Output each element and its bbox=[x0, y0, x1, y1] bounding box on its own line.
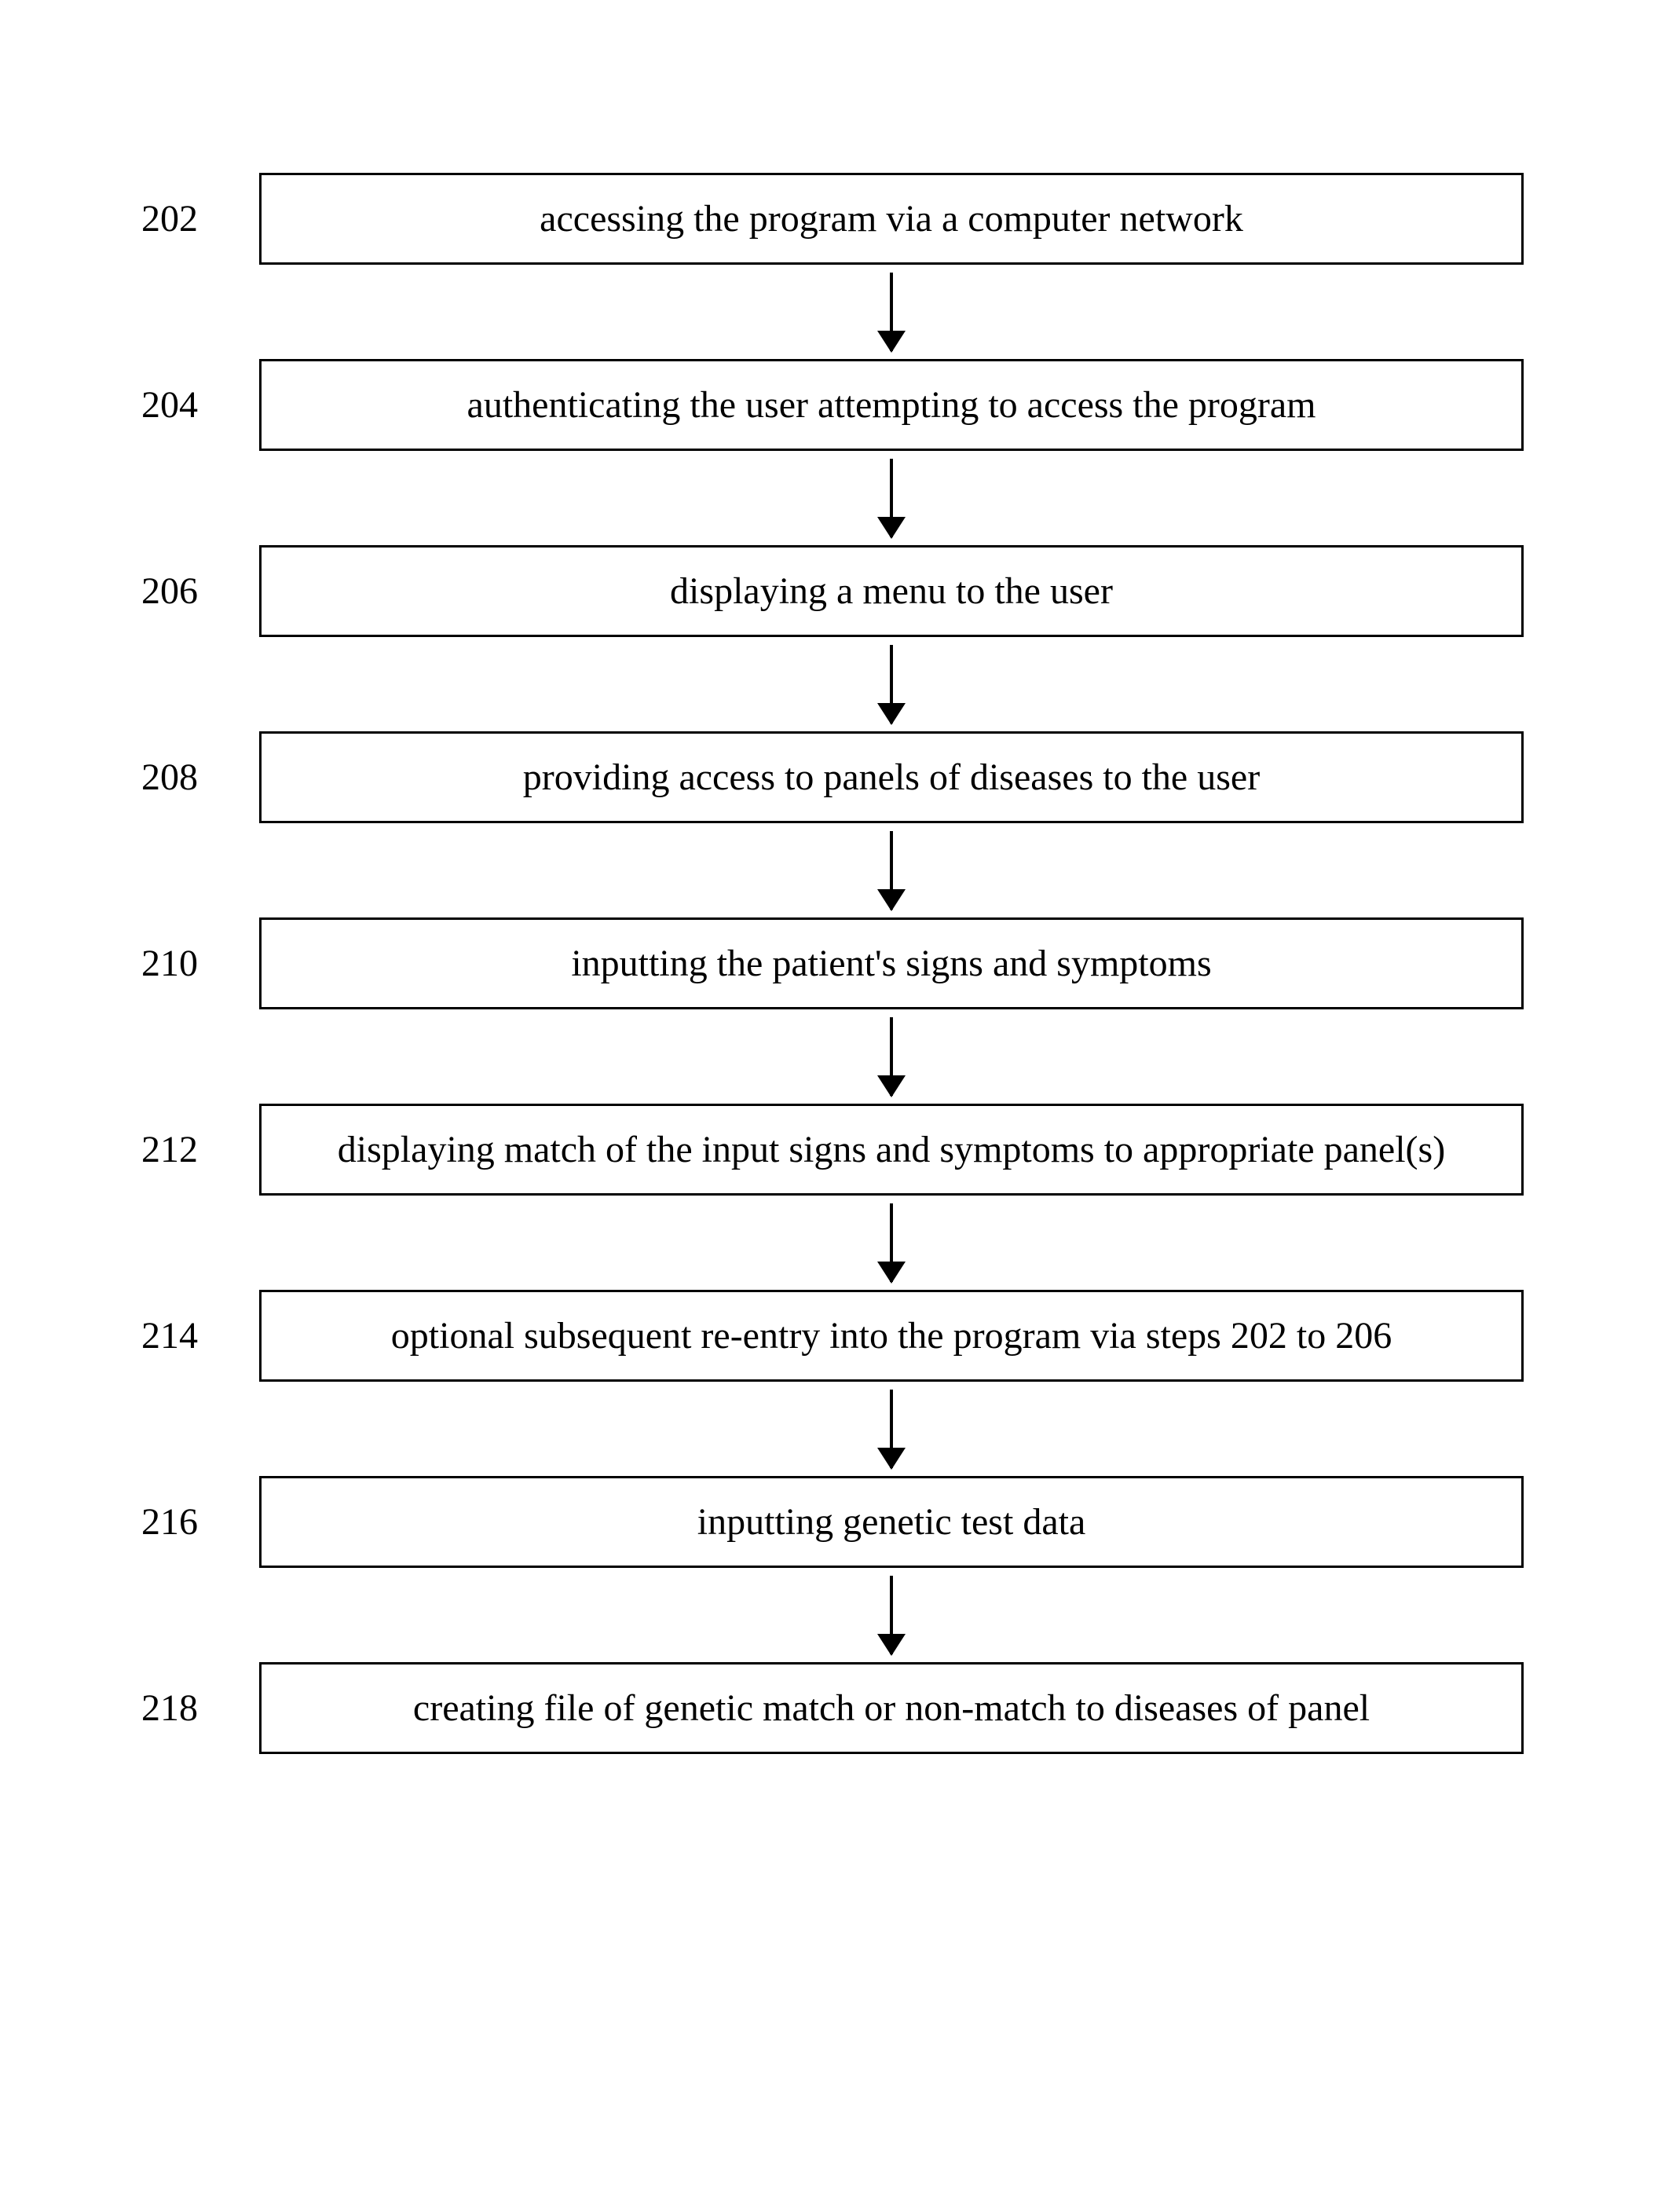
arrow-down bbox=[141, 265, 1524, 359]
step-box: accessing the program via a computer net… bbox=[259, 173, 1524, 265]
flow-step: 212 displaying match of the input signs … bbox=[141, 1104, 1524, 1196]
arrow-down bbox=[141, 1009, 1524, 1104]
step-number: 202 bbox=[141, 197, 259, 240]
step-number: 214 bbox=[141, 1314, 259, 1357]
step-box: inputting genetic test data bbox=[259, 1476, 1524, 1568]
step-box: inputting the patient's signs and sympto… bbox=[259, 917, 1524, 1009]
flow-step: 206 displaying a menu to the user bbox=[141, 545, 1524, 637]
step-box: optional subsequent re-entry into the pr… bbox=[259, 1290, 1524, 1382]
step-box: creating file of genetic match or non-ma… bbox=[259, 1662, 1524, 1754]
step-box: authenticating the user attempting to ac… bbox=[259, 359, 1524, 451]
step-box: providing access to panels of diseases t… bbox=[259, 731, 1524, 823]
arrow-down bbox=[141, 823, 1524, 917]
step-number: 212 bbox=[141, 1128, 259, 1171]
step-box: displaying match of the input signs and … bbox=[259, 1104, 1524, 1196]
flow-step: 218 creating file of genetic match or no… bbox=[141, 1662, 1524, 1754]
arrow-down bbox=[141, 451, 1524, 545]
step-box: displaying a menu to the user bbox=[259, 545, 1524, 637]
step-number: 208 bbox=[141, 756, 259, 799]
step-number: 216 bbox=[141, 1500, 259, 1544]
step-number: 204 bbox=[141, 383, 259, 427]
flow-step: 208 providing access to panels of diseas… bbox=[141, 731, 1524, 823]
arrow-down bbox=[141, 637, 1524, 731]
step-number: 210 bbox=[141, 942, 259, 985]
flow-step: 216 inputting genetic test data bbox=[141, 1476, 1524, 1568]
flow-step: 210 inputting the patient's signs and sy… bbox=[141, 917, 1524, 1009]
flowchart-container: 202 accessing the program via a computer… bbox=[141, 173, 1524, 1754]
arrow-down bbox=[141, 1382, 1524, 1476]
flow-step: 214 optional subsequent re-entry into th… bbox=[141, 1290, 1524, 1382]
arrow-down bbox=[141, 1196, 1524, 1290]
step-number: 206 bbox=[141, 569, 259, 613]
step-number: 218 bbox=[141, 1686, 259, 1730]
flow-step: 204 authenticating the user attempting t… bbox=[141, 359, 1524, 451]
flow-step: 202 accessing the program via a computer… bbox=[141, 173, 1524, 265]
arrow-down bbox=[141, 1568, 1524, 1662]
